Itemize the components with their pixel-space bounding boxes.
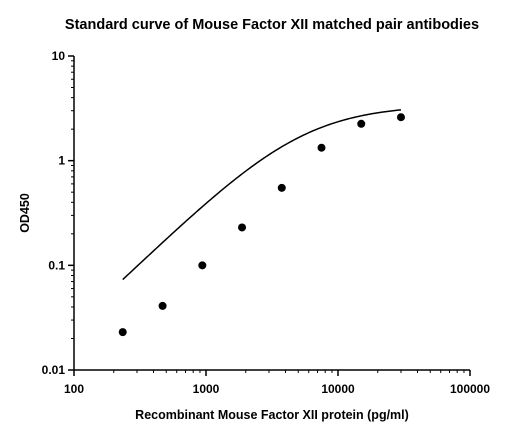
data-point (118, 328, 127, 337)
data-point (238, 223, 247, 232)
fit-curve (122, 109, 402, 281)
data-point (357, 119, 366, 128)
data-point (396, 113, 405, 122)
y-tick-label: 10 (52, 49, 66, 63)
x-tick-label: 10000 (321, 382, 355, 396)
data-point (198, 261, 207, 270)
data-point (158, 301, 167, 310)
x-axis-label: Recombinant Mouse Factor XII protein (pg… (135, 408, 409, 422)
y-tick-label: 0.1 (48, 258, 65, 272)
x-tick-label: 100 (64, 382, 84, 396)
data-points (118, 113, 405, 337)
data-point (277, 183, 286, 192)
axes: 0.01 0.1 1 10 100 1000 10000 100000 (42, 49, 491, 396)
data-point (317, 143, 326, 152)
y-tick-label: 1 (58, 154, 65, 168)
x-tick-label: 1000 (193, 382, 220, 396)
y-tick-label: 0.01 (42, 363, 66, 377)
chart-title: Standard curve of Mouse Factor XII match… (65, 17, 479, 33)
y-axis-label: OD450 (18, 193, 32, 233)
x-tick-label: 100000 (450, 382, 490, 396)
